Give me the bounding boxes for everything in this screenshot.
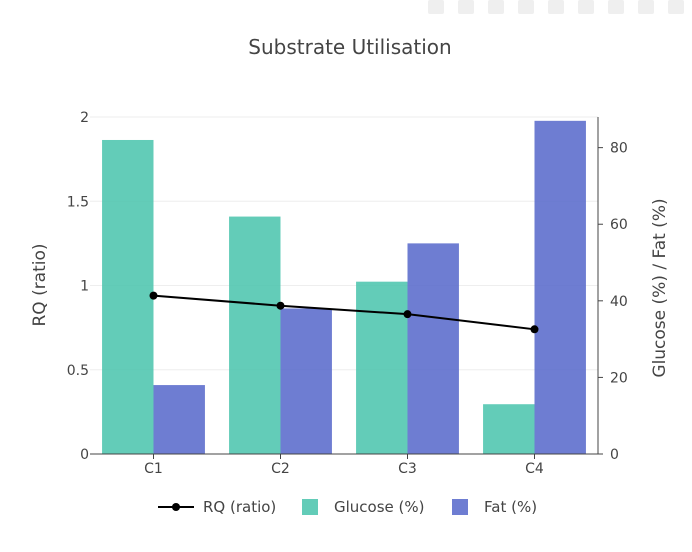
chart-title: Substrate Utilisation (248, 35, 451, 59)
camera-icon[interactable] (428, 0, 444, 14)
y2-tick-label: 20 (610, 370, 628, 386)
x-tick-label: C4 (525, 461, 544, 477)
legend-swatch (452, 499, 468, 515)
y2-tick-label: 0 (610, 447, 619, 463)
y-tick-label: 1 (80, 279, 89, 295)
rq-point[interactable] (403, 310, 412, 319)
x-tick-label: C3 (398, 461, 417, 477)
bars (102, 120, 586, 455)
zoom-out-icon[interactable] (608, 0, 624, 14)
bar-fat[interactable] (280, 308, 332, 454)
x-tick-label: C1 (144, 461, 163, 477)
modebar (428, 0, 684, 14)
y-tick-label: 0 (80, 447, 89, 463)
pan-icon[interactable] (488, 0, 504, 14)
zoom-icon[interactable] (458, 0, 474, 14)
bar-glucose[interactable] (229, 216, 281, 454)
autoscale-icon[interactable] (638, 0, 654, 14)
bar-glucose[interactable] (356, 281, 408, 454)
legend: RQ (ratio) Glucose (%) Fat (%) (158, 498, 537, 516)
bar-glucose[interactable] (102, 139, 154, 454)
gridlines (90, 116, 598, 371)
y2-tick-label: 80 (610, 141, 628, 157)
legend-label[interactable]: RQ (ratio) (203, 498, 276, 516)
bar-fat[interactable] (153, 385, 205, 454)
bar-fat[interactable] (407, 243, 459, 454)
y2-tick-label: 40 (610, 294, 628, 310)
lasso-icon[interactable] (548, 0, 564, 14)
legend-swatch (302, 499, 318, 515)
y-tick-label: 0.5 (67, 363, 89, 379)
rq-line-path (153, 294, 535, 331)
select-icon[interactable] (518, 0, 534, 14)
y2-tick-label: 60 (610, 217, 628, 233)
reset-axes-icon[interactable] (668, 0, 684, 14)
rq-point[interactable] (276, 301, 285, 310)
x-tick-label: C2 (271, 461, 290, 477)
bar-fat[interactable] (534, 120, 586, 455)
zoom-in-icon[interactable] (578, 0, 594, 14)
y2-axis-label: Glucose (%) / Fat (%) (650, 198, 670, 377)
rq-point[interactable] (530, 325, 539, 334)
rq-line (149, 291, 539, 334)
rq-point[interactable] (149, 291, 158, 300)
y-tick-label: 2 (80, 110, 89, 126)
legend-label[interactable]: Glucose (%) (334, 498, 425, 516)
legend-label[interactable]: Fat (%) (484, 498, 537, 516)
bar-glucose[interactable] (483, 404, 535, 454)
y-axis-label: RQ (ratio) (30, 243, 50, 326)
y-tick-label: 1.5 (67, 194, 89, 210)
legend-marker (172, 503, 180, 511)
